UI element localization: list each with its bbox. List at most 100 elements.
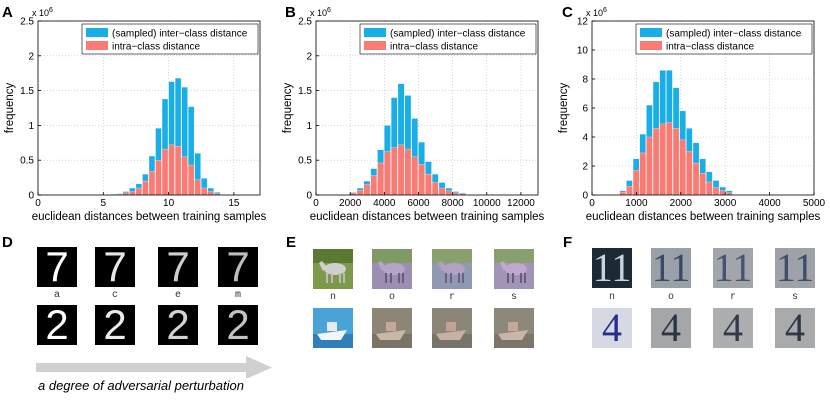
sample-caption: n: [608, 292, 615, 303]
sample-caption: s: [791, 292, 798, 303]
plot-frame: [315, 20, 539, 196]
x-tick-label: 0: [35, 198, 41, 209]
intra-class-bar: [356, 189, 364, 196]
y-exponent-power: 6: [49, 7, 53, 14]
digit-glyph: 7: [166, 247, 190, 287]
y-exponent-base: x 10: [32, 8, 49, 18]
boat-perturbed-photo: [432, 308, 472, 348]
legend-label: intra−class distance: [666, 42, 755, 53]
y-tick-label: 4: [582, 133, 588, 144]
boat-photo: [313, 308, 353, 348]
house-number-glyph: 11: [592, 248, 632, 288]
digit-glyph: 2: [45, 305, 69, 345]
intra-class-bar: [652, 128, 660, 196]
digit-glyph: 2: [103, 305, 127, 345]
intra-class-bar: [699, 173, 706, 196]
chart-panel-a: A 0 5 10 15 0 0.5 1 1.5 2 2.5x 106 euclidean distan…: [2, 4, 267, 223]
plot-frame: [37, 20, 261, 196]
legend-label: (sampled) inter−class distance: [390, 29, 526, 40]
intra-class-bar: [390, 147, 398, 196]
panel-letter: B: [285, 4, 296, 21]
intra-class-bar: [363, 184, 371, 196]
sample-caption: m: [234, 290, 241, 301]
intra-class-bar: [168, 144, 175, 196]
sample-caption: o: [667, 292, 674, 303]
y-tick-label: 2.5: [298, 17, 312, 28]
legend-swatch: [364, 28, 386, 37]
intra-class-bar: [619, 191, 626, 196]
digit-tile: 2: [95, 305, 135, 345]
y-tick-label: 1.5: [298, 86, 312, 97]
x-tick-label: 5000: [803, 198, 826, 209]
sample-caption: o: [388, 292, 395, 303]
house-number-tile: 4: [713, 308, 753, 348]
y-tick-label: 10: [577, 46, 589, 57]
intra-class-bar: [438, 187, 446, 196]
x-axis-label: euclidean distances between training sam…: [310, 211, 545, 223]
intra-class-bar: [692, 162, 700, 196]
house-number-glyph: 11: [651, 248, 691, 288]
y-exponent-base: x 10: [586, 8, 603, 18]
horse-perturbed-photo: [494, 249, 534, 289]
x-tick-label: 12000: [507, 198, 535, 209]
y-tick-label: 12: [577, 17, 589, 28]
legend-label: (sampled) inter−class distance: [666, 29, 802, 40]
x-axis-label: euclidean distances between training sam…: [586, 211, 821, 223]
y-exponent-power: 6: [603, 7, 607, 14]
sample-caption: n: [329, 292, 336, 303]
intra-class-bar: [161, 148, 169, 196]
intra-class-bar: [666, 122, 673, 196]
house-number-tile: 11: [592, 248, 632, 288]
horse-perturbed-photo: [432, 249, 472, 289]
x-axis-label: euclidean distances between training sam…: [32, 211, 267, 223]
digit-tile: 2: [37, 305, 77, 345]
y-axis-label: frequency: [558, 83, 570, 134]
x-tick-label: 10000: [473, 198, 501, 209]
legend-box: [359, 23, 537, 55]
legend-box: [81, 23, 259, 55]
x-tick-label: 2000: [339, 198, 362, 209]
intra-class-bar: [370, 175, 378, 196]
intra-class-bar: [397, 144, 405, 196]
panel-letter: A: [2, 4, 13, 21]
x-tick-label: 4000: [758, 198, 781, 209]
panel-letter-e: E: [286, 234, 297, 251]
y-exponent-label: x 106: [310, 7, 331, 18]
y-tick-label: 0: [306, 191, 312, 202]
intra-class-bar: [431, 182, 439, 196]
sample-caption: r: [448, 292, 455, 303]
intra-class-bar: [181, 156, 188, 196]
intra-class-bar: [411, 156, 419, 196]
house-number-tile: 4: [651, 308, 691, 348]
chart-panel-b: B 0 2000 4000 6000 8000 10000 12000 0 0.5 1 1.5 2 2.5…: [282, 4, 545, 223]
x-tick-label: 8000: [441, 198, 464, 209]
x-tick-label: 1000: [625, 198, 648, 209]
x-tick-label: 3000: [714, 198, 737, 209]
intra-class-bar: [148, 171, 156, 196]
arrow-label: a degree of adversarial perturbation: [38, 378, 244, 393]
intra-class-bar: [418, 164, 425, 196]
legend-swatch: [640, 28, 662, 37]
intra-class-bar: [672, 128, 680, 196]
y-tick-label: 6: [582, 104, 588, 115]
digit-tile: 7: [95, 247, 135, 287]
x-tick-label: 0: [313, 198, 319, 209]
house-number-tile: 11: [775, 248, 815, 288]
intra-class-bar: [686, 151, 693, 196]
legend-swatch: [640, 41, 662, 50]
intra-class-bar: [155, 160, 162, 196]
y-exponent-label: x 106: [32, 7, 53, 18]
intra-class-bar: [425, 173, 432, 196]
x-tick-label: 2000: [670, 198, 693, 209]
digit-tile: 2: [218, 305, 258, 345]
y-tick-label: 2.5: [20, 17, 34, 28]
digit-tile: 7: [218, 247, 258, 287]
intra-class-bar: [129, 191, 136, 196]
house-number-tile: 4: [775, 308, 815, 348]
house-number-glyph: 11: [713, 248, 753, 288]
intra-class-bar: [142, 180, 149, 196]
legend-label: intra−class distance: [112, 42, 201, 53]
horse-perturbed-photo: [372, 249, 412, 289]
y-exponent-label: x 106: [586, 7, 607, 18]
